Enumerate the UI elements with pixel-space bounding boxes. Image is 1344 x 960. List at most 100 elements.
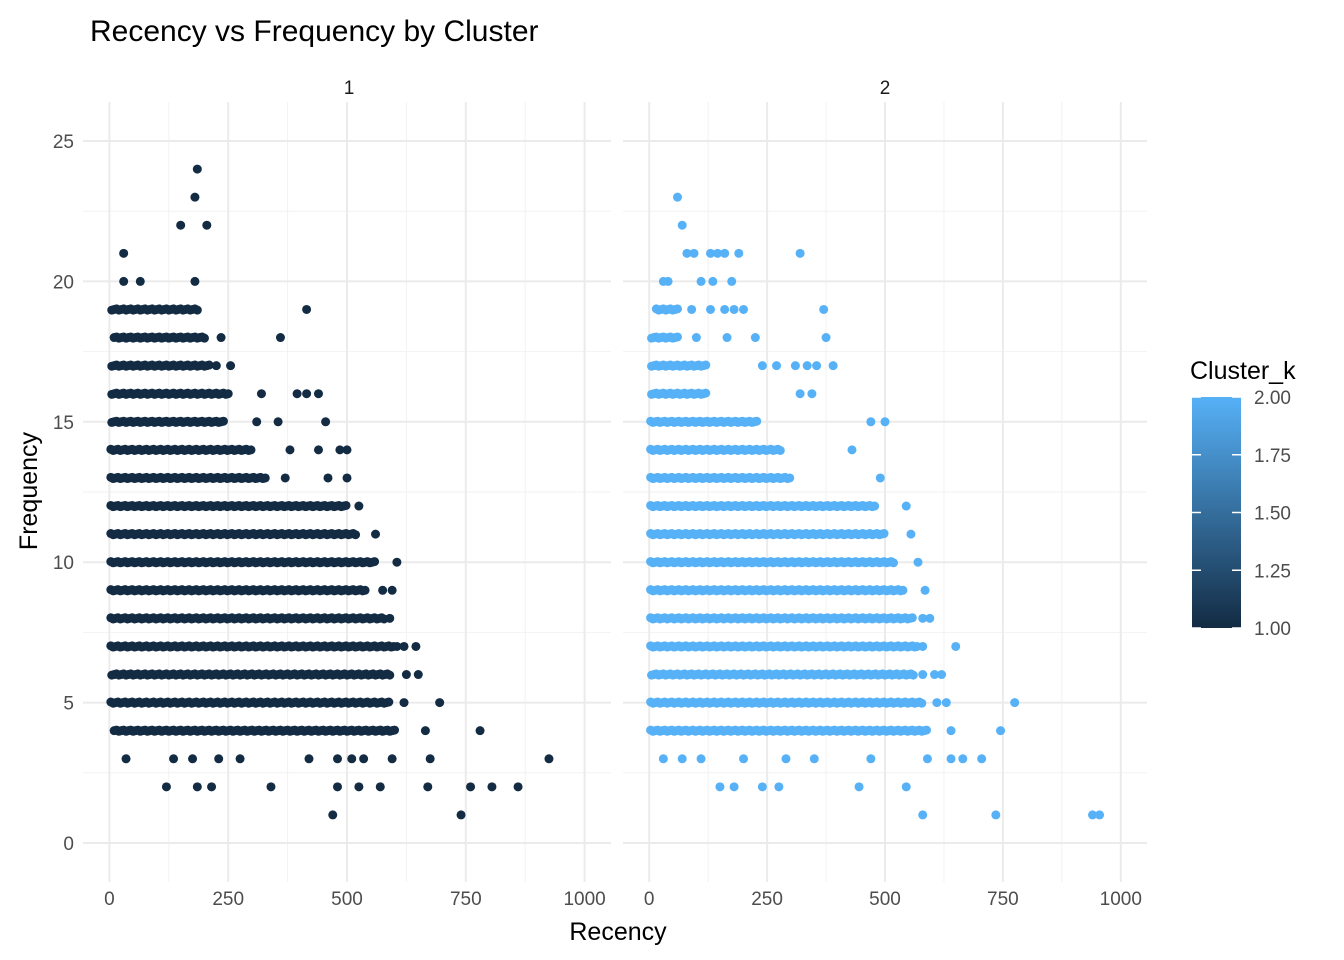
data-point: [226, 361, 236, 371]
data-point: [260, 473, 270, 483]
y-axis-label: Frequency: [15, 431, 43, 550]
data-point: [672, 332, 682, 342]
data-point: [701, 388, 711, 398]
data-point: [706, 248, 716, 258]
data-point: [252, 417, 262, 427]
data-point: [360, 585, 370, 595]
data-point: [214, 754, 224, 764]
data-point: [663, 276, 673, 286]
data-point: [342, 445, 352, 455]
data-point: [223, 445, 233, 455]
y-tick-label: 15: [53, 413, 74, 434]
data-point: [866, 754, 876, 764]
x-ticks-panel-1: 0 250 500 750 1000: [104, 889, 606, 910]
data-point: [727, 276, 737, 286]
data-point: [302, 304, 312, 314]
data-point: [879, 529, 889, 539]
data-point: [204, 360, 214, 370]
data-point: [729, 304, 739, 314]
data-point: [169, 754, 179, 764]
data-point: [273, 417, 283, 427]
data-point: [207, 782, 217, 792]
data-point: [925, 613, 935, 623]
data-point: [918, 641, 928, 651]
data-point: [917, 698, 927, 708]
y-tick-label: 20: [53, 272, 74, 293]
data-point: [958, 754, 968, 764]
x-tick-label: 1000: [1100, 889, 1142, 910]
data-point: [854, 782, 864, 792]
data-point: [199, 333, 209, 343]
data-point: [946, 726, 956, 736]
data-point: [809, 754, 819, 764]
data-point: [918, 613, 928, 623]
data-point: [135, 276, 145, 286]
data-point: [218, 416, 228, 426]
data-point: [392, 641, 402, 651]
data-point: [739, 754, 749, 764]
data-point: [774, 782, 784, 792]
data-point: [385, 670, 395, 680]
data-point: [898, 585, 908, 595]
data-point: [384, 697, 394, 707]
data-point: [347, 754, 357, 764]
data-point: [375, 782, 385, 792]
gridlines-panel-2: [623, 102, 1147, 882]
points-panel-1: [106, 164, 554, 820]
data-point: [456, 810, 466, 820]
data-point: [192, 164, 202, 174]
data-point: [795, 248, 805, 258]
data-point: [908, 670, 918, 680]
data-point: [435, 698, 445, 708]
data-point: [192, 782, 202, 792]
data-point: [188, 754, 198, 764]
data-point: [341, 500, 351, 510]
legend-tick-label: 1.50: [1254, 504, 1291, 525]
data-point: [313, 445, 323, 455]
data-point: [687, 304, 697, 314]
color-legend: Cluster_k 1.00 1.25 1.50 1.75 2.00: [1190, 357, 1296, 640]
x-tick-label: 500: [869, 889, 901, 910]
gridlines-panel-1: [83, 102, 611, 882]
data-point: [775, 445, 785, 455]
data-point: [672, 192, 682, 202]
data-point: [399, 641, 409, 651]
legend-tick-label: 1.75: [1254, 446, 1291, 467]
data-point: [425, 754, 435, 764]
data-point: [401, 670, 411, 680]
data-point: [387, 754, 397, 764]
data-point: [359, 754, 369, 764]
data-point: [121, 754, 131, 764]
data-point: [390, 725, 400, 735]
data-point: [161, 782, 171, 792]
data-point: [696, 276, 706, 286]
data-point: [682, 248, 692, 258]
data-point: [677, 754, 687, 764]
data-point: [937, 670, 947, 680]
data-point: [918, 670, 928, 680]
data-point: [930, 670, 940, 680]
data-point: [211, 361, 221, 371]
data-point: [342, 473, 352, 483]
data-point: [807, 389, 817, 399]
data-point: [370, 557, 380, 567]
data-point: [302, 389, 312, 399]
y-tick-label: 10: [53, 553, 74, 574]
legend-tick-label: 1.25: [1254, 561, 1291, 582]
data-point: [772, 361, 782, 371]
data-point: [918, 810, 928, 820]
facet-panel-1: 1 0 250 500 750 1000: [83, 78, 611, 910]
data-point: [399, 698, 409, 708]
data-point: [313, 389, 323, 399]
data-point: [323, 473, 333, 483]
facet-label-1: 1: [344, 78, 355, 99]
data-point: [1010, 698, 1020, 708]
x-tick-label: 500: [331, 889, 363, 910]
data-point: [920, 585, 930, 595]
x-tick-label: 750: [450, 889, 482, 910]
data-point: [870, 501, 880, 511]
data-point: [354, 501, 364, 511]
data-point: [781, 754, 791, 764]
data-point: [828, 361, 838, 371]
x-tick-label: 250: [212, 889, 244, 910]
